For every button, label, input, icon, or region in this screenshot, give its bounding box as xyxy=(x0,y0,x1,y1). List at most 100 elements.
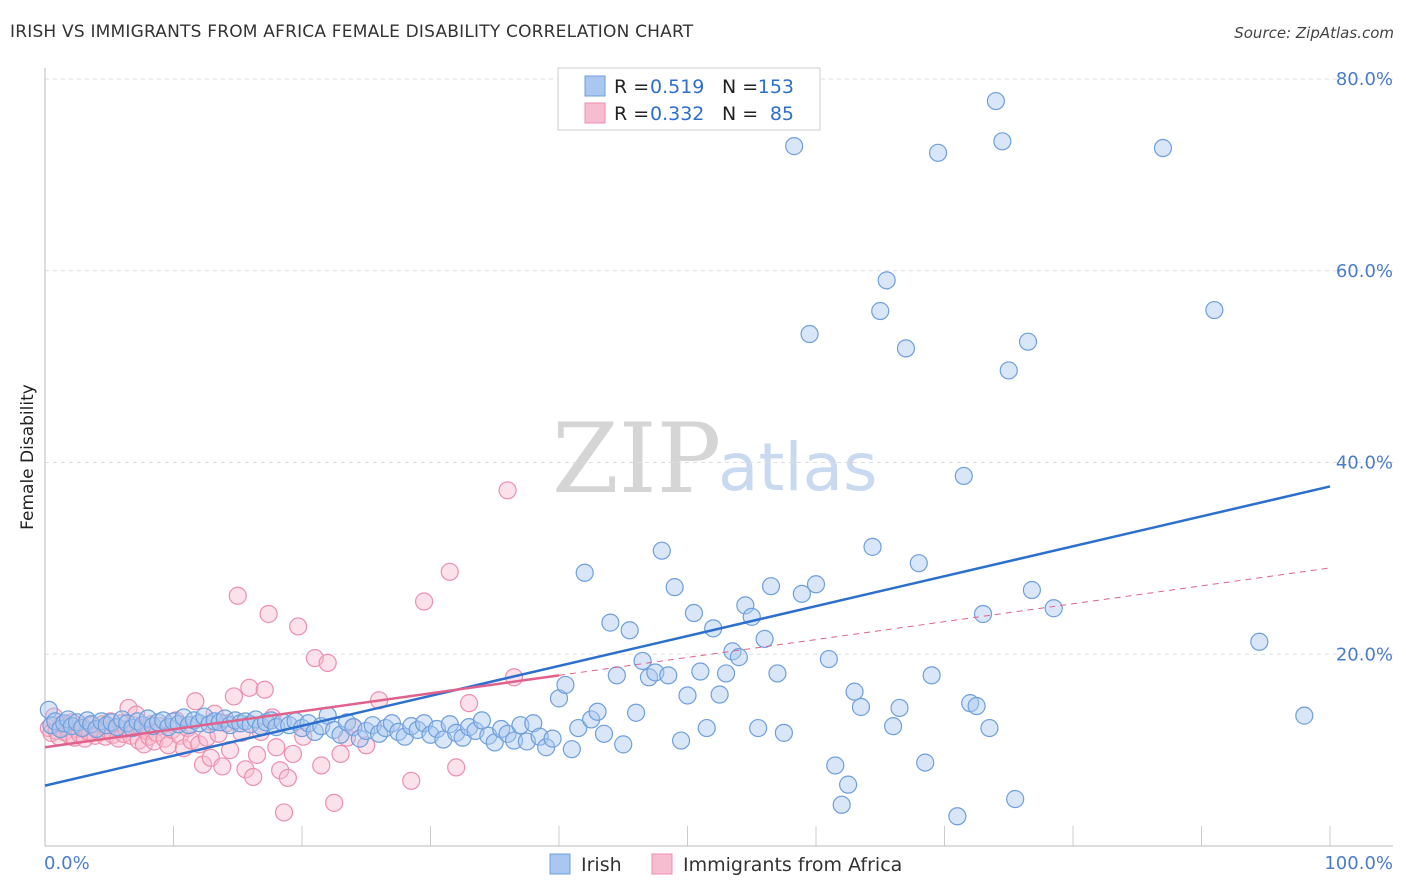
irish-point-103 xyxy=(633,651,652,671)
correlation-legend: R = 0.519 N = 153 R = 0.332 N = 85 xyxy=(557,67,821,131)
irish-point-110 xyxy=(678,686,697,705)
irish-point-162 xyxy=(1295,706,1314,725)
africa-point-81 xyxy=(312,756,331,775)
legend-r-value-africa: 0.332 xyxy=(650,103,704,125)
irish-point-132 xyxy=(832,795,851,814)
africa-point-90 xyxy=(414,592,434,611)
legend-n-label-africa: N = xyxy=(722,103,758,125)
legend-n-label-irish: N = xyxy=(722,76,758,98)
africa-point-92 xyxy=(447,758,466,777)
irish-point-126 xyxy=(785,137,804,156)
irish-point-94 xyxy=(575,563,594,582)
irish-point-130 xyxy=(819,649,838,669)
irish-point-111 xyxy=(684,603,704,623)
irish-point-143 xyxy=(916,753,935,772)
irish-point-139 xyxy=(883,717,903,736)
africa-point-83 xyxy=(325,793,344,812)
africa-point-91 xyxy=(440,562,459,581)
irish-point-152 xyxy=(986,91,1006,111)
irish-point-91 xyxy=(556,675,575,695)
irish-point-154 xyxy=(999,361,1018,380)
irish-point-102 xyxy=(626,703,646,722)
irish-point-116 xyxy=(716,664,736,683)
africa-point-68 xyxy=(247,745,267,765)
irish-point-146 xyxy=(948,807,967,826)
irish-point-109 xyxy=(671,731,691,750)
irish-point-155 xyxy=(1006,789,1025,809)
legend-n-value-irish: 153 xyxy=(758,76,794,98)
x-tick-label-max: 100.0% xyxy=(1324,853,1393,874)
irish-point-150 xyxy=(973,604,993,624)
irish-point-101 xyxy=(620,621,639,640)
irish-point-89 xyxy=(543,729,562,748)
legend-r-label-irish: R = xyxy=(614,76,649,98)
irish-point-160 xyxy=(1205,300,1224,320)
irish-point-113 xyxy=(697,718,716,738)
gridlines xyxy=(44,78,1393,846)
source-label: Source: ZipAtlas.com xyxy=(1234,24,1394,42)
irish-point-97 xyxy=(594,724,614,743)
africa-point-87 xyxy=(357,736,376,755)
watermark: ZIP atlas xyxy=(552,403,878,515)
trend-line-irish xyxy=(44,485,1331,787)
irish-point-83 xyxy=(504,731,524,750)
irish-point-99 xyxy=(607,666,626,685)
bottom-legend-swatch-irish xyxy=(549,853,571,875)
y-tick-labels: 20.0% 40.0% 60.0% 80.0% xyxy=(1336,69,1393,665)
irish-point-158 xyxy=(1044,599,1063,618)
legend-r-value-irish: 0.519 xyxy=(650,76,704,98)
series-irish-points xyxy=(39,91,1314,826)
irish-point-135 xyxy=(851,697,871,717)
irish-point-131 xyxy=(826,756,845,775)
watermark-zip: ZIP xyxy=(552,403,721,515)
irish-point-123 xyxy=(761,577,781,596)
africa-point-94 xyxy=(498,481,517,500)
africa-point-31 xyxy=(119,698,138,718)
africa-point-62 xyxy=(224,687,243,706)
irish-point-137 xyxy=(871,301,890,321)
irish-point-145 xyxy=(928,143,948,162)
africa-point-73 xyxy=(267,738,286,757)
chart-title: IRISH VS IMMIGRANTS FROM AFRICA FEMALE D… xyxy=(10,22,694,42)
irish-point-149 xyxy=(967,696,986,716)
irish-point-151 xyxy=(980,718,999,738)
africa-point-65 xyxy=(236,760,255,779)
irish-point-136 xyxy=(863,537,882,556)
africa-point-70 xyxy=(255,680,274,699)
irish-point-142 xyxy=(909,554,928,573)
x-tick-label-min: 0.0% xyxy=(44,853,90,874)
irish-point-161 xyxy=(1250,632,1269,651)
irish-point-141 xyxy=(896,339,916,358)
africa-point-74 xyxy=(271,761,290,780)
irish-point-0 xyxy=(39,700,58,719)
irish-point-106 xyxy=(652,541,671,560)
legend-swatch-africa xyxy=(584,102,606,124)
irish-point-112 xyxy=(691,662,710,681)
africa-point-67 xyxy=(244,767,263,787)
trend-line-africa xyxy=(44,674,560,749)
africa-point-77 xyxy=(283,744,303,764)
irish-point-125 xyxy=(774,723,793,742)
irish-point-138 xyxy=(877,271,896,290)
y-tick-label-0: 20.0% xyxy=(1336,644,1393,665)
bottom-legend-label-irish: Irish xyxy=(581,854,622,876)
irish-point-140 xyxy=(890,698,909,718)
irish-point-107 xyxy=(659,666,678,685)
irish-point-156 xyxy=(1018,332,1038,351)
africa-point-75 xyxy=(274,803,294,822)
africa-point-55 xyxy=(197,728,217,747)
trend-line-africa-extension xyxy=(558,567,1331,676)
irish-point-92 xyxy=(562,740,581,759)
watermark-atlas: atlas xyxy=(718,429,878,506)
africa-point-76 xyxy=(278,768,297,788)
irish-point-93 xyxy=(569,718,588,738)
legend-n-value-africa: 85 xyxy=(770,103,794,125)
bottom-legend-label-africa: Immigrants from Africa xyxy=(683,854,902,876)
irish-point-121 xyxy=(749,718,768,738)
irish-point-127 xyxy=(792,584,811,603)
irish-point-144 xyxy=(922,666,941,685)
irish-point-122 xyxy=(755,629,774,649)
irish-point-129 xyxy=(806,575,826,594)
africa-point-63 xyxy=(228,586,247,605)
